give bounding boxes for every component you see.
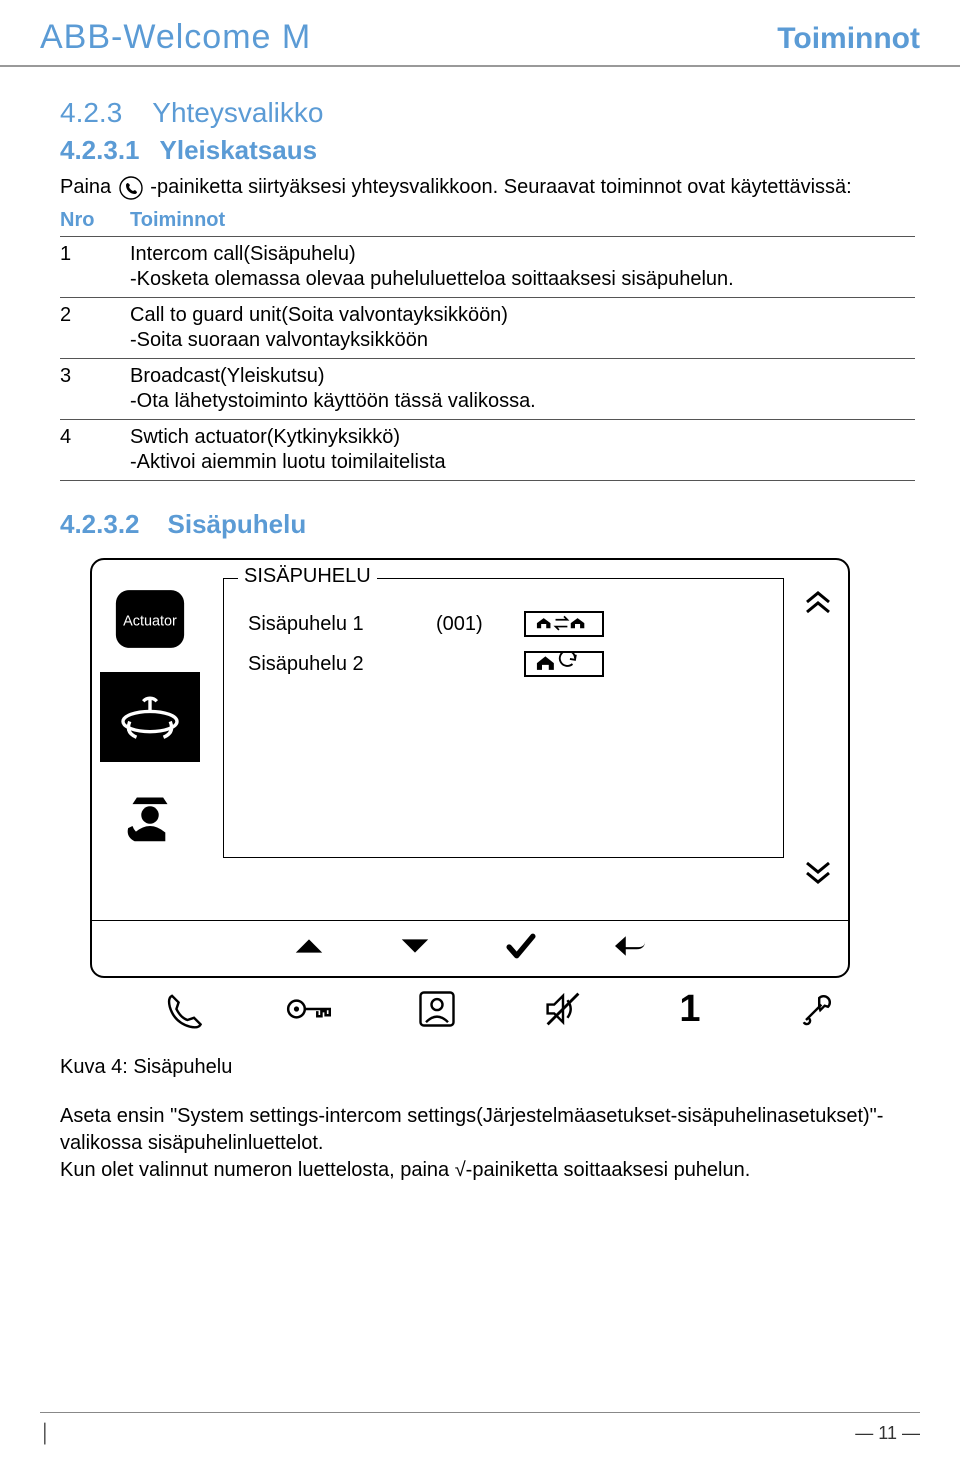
list-item-name: Sisäpuhelu 2	[248, 653, 418, 676]
actuator-label: Actuator	[123, 614, 177, 630]
page-content: 4.2.3 Yhteysvalikko 4.2.3.1 Yleiskatsaus P…	[0, 67, 960, 1184]
intro-pre: Paina	[60, 176, 117, 198]
cell-nro: 4	[60, 420, 130, 481]
nav-down-icon[interactable]	[398, 935, 432, 962]
hw-key-icon[interactable]	[284, 985, 336, 1033]
nav-up-icon[interactable]	[292, 935, 326, 962]
subheading-number: 4.2.3.1	[60, 135, 140, 165]
list-item-code: (001)	[436, 613, 506, 636]
house-swap-icon	[524, 611, 604, 637]
list-item-name: Sisäpuhelu 1	[248, 613, 418, 636]
heading-4-2-3-1: 4.2.3.1 Yleiskatsaus	[60, 135, 915, 166]
intro-paragraph: Paina -painiketta siirtyäksesi yhteysval…	[60, 174, 915, 201]
scroll-up-icon[interactable]	[803, 588, 833, 623]
hw-mute-icon[interactable]	[537, 985, 589, 1033]
hardware-button-row: 1	[120, 982, 880, 1036]
intro-post: -painiketta siirtyäksesi yhteysvalikkoon…	[150, 176, 851, 198]
nav-back-icon[interactable]	[610, 932, 648, 965]
col-nro: Nro	[60, 205, 130, 237]
subheading-title: Yleiskatsaus	[160, 135, 318, 165]
footer-left: │	[40, 1423, 51, 1444]
body-p2: Kun olet valinnut numeron luettelosta, p…	[60, 1157, 915, 1184]
page-header: ABB-Welcome M Toiminnot	[0, 0, 960, 67]
side-column: Actuator	[92, 560, 207, 920]
cell-nro: 2	[60, 298, 130, 359]
cell-func: Intercom call(Sisäpuhelu) -Kosketa olema…	[130, 237, 915, 298]
cell-func: Swtich actuator(Kytkinyksikkö) -Aktivoi …	[130, 420, 915, 481]
page-footer: │ 11	[40, 1412, 920, 1444]
side-tile-intercom[interactable]	[100, 672, 200, 762]
cell-nro: 3	[60, 359, 130, 420]
list-item[interactable]: Sisäpuhelu 2	[248, 651, 769, 677]
figure-caption: Kuva 4: Sisäpuhelu	[60, 1056, 915, 1079]
fieldset-legend: SISÄPUHELU	[238, 565, 377, 588]
table-row: 4 Swtich actuator(Kytkinyksikkö) -Aktivo…	[60, 420, 915, 481]
functions-table: Nro Toiminnot 1 Intercom call(Sisäpuhelu…	[60, 205, 915, 481]
scroll-nav	[794, 560, 848, 920]
col-func: Toiminnot	[130, 205, 915, 237]
hw-digit: 1	[664, 985, 716, 1033]
page-number: 11	[855, 1423, 920, 1444]
intercom-list-box: SISÄPUHELU Sisäpuhelu 1 (001)	[223, 578, 784, 858]
hw-phone-icon[interactable]	[157, 985, 209, 1033]
heading-4-2-3: 4.2.3 Yhteysvalikko	[60, 97, 915, 129]
table-row: 3 Broadcast(Yleiskutsu) -Ota lähetystoim…	[60, 359, 915, 420]
device-figure: Actuator	[90, 558, 850, 1036]
cell-nro: 1	[60, 237, 130, 298]
device-screen: SISÄPUHELU Sisäpuhelu 1 (001)	[207, 560, 794, 920]
device-nav-bar	[92, 920, 848, 976]
body-p1: Aseta ensin "System settings-intercom se…	[60, 1103, 915, 1157]
heading2-title: Sisäpuhelu	[168, 509, 307, 539]
nav-confirm-icon[interactable]	[504, 932, 538, 965]
heading-4-2-3-2: 4.2.3.2 Sisäpuhelu	[60, 509, 915, 540]
cell-func: Call to guard unit(Soita valvontayksikkö…	[130, 298, 915, 359]
phone-icon	[119, 176, 143, 200]
device-frame: Actuator	[90, 558, 850, 978]
section-name: Toiminnot	[777, 22, 920, 56]
heading2-number: 4.2.3.2	[60, 509, 140, 539]
heading-number: 4.2.3	[60, 97, 122, 128]
table-row: 2 Call to guard unit(Soita valvontayksik…	[60, 298, 915, 359]
hw-settings-icon[interactable]	[791, 985, 843, 1033]
cell-func: Broadcast(Yleiskutsu) -Ota lähetystoimin…	[130, 359, 915, 420]
hw-user-icon[interactable]	[411, 985, 463, 1033]
table-row: 1 Intercom call(Sisäpuhelu) -Kosketa ole…	[60, 237, 915, 298]
product-name: ABB-Welcome M	[40, 18, 311, 57]
side-tile-actuator[interactable]: Actuator	[100, 574, 200, 664]
house-refresh-icon	[524, 651, 604, 677]
scroll-down-icon[interactable]	[803, 857, 833, 892]
body-text: Aseta ensin "System settings-intercom se…	[60, 1103, 915, 1184]
device-main: Actuator	[92, 560, 848, 920]
side-tile-guard[interactable]	[100, 770, 200, 860]
heading-title: Yhteysvalikko	[152, 97, 323, 128]
list-item[interactable]: Sisäpuhelu 1 (001)	[248, 611, 769, 637]
